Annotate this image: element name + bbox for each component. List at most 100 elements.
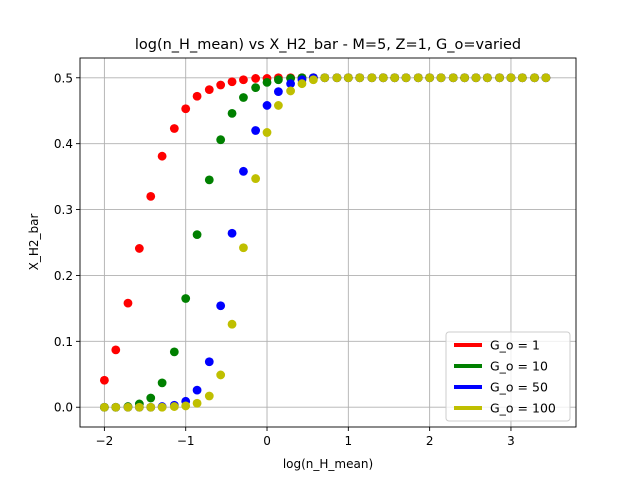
- data-point: [192, 91, 202, 101]
- y-axis-label: X_H2_bar: [27, 214, 41, 271]
- data-point: [239, 243, 248, 253]
- data-point: [390, 73, 400, 83]
- x-tick-label: 2: [426, 434, 434, 448]
- data-point: [157, 378, 167, 388]
- axis-ticks: −2 −1 0 1 2 3 0.0 0.1 0.2 0.3 0.4 0.5: [54, 71, 515, 448]
- data-point: [169, 402, 179, 411]
- data-point: [239, 166, 248, 176]
- data-point: [262, 101, 272, 110]
- data-point: [332, 73, 342, 83]
- chart-title: log(n_H_mean) vs X_H2_bar - M=5, Z=1, G_…: [135, 37, 521, 53]
- data-point: [436, 73, 446, 83]
- data-point: [181, 294, 191, 303]
- data-point: [541, 73, 551, 83]
- data-point: [460, 73, 470, 83]
- data-point: [111, 402, 121, 412]
- data-point: [192, 398, 202, 408]
- data-point: [99, 375, 109, 385]
- x-tick-label: 3: [507, 434, 515, 448]
- data-point: [251, 174, 261, 183]
- y-tick-label: 0.5: [54, 71, 73, 85]
- data-point: [251, 83, 261, 93]
- data-point: [204, 391, 214, 401]
- legend-entry: G_o = 50: [490, 380, 548, 395]
- legend-box: [445, 331, 571, 422]
- data-point: [425, 73, 435, 83]
- data-point: [262, 77, 272, 87]
- data-point: [448, 73, 458, 83]
- x-tick-label: −2: [96, 434, 114, 448]
- data-point: [530, 73, 539, 83]
- data-point: [157, 151, 167, 161]
- data-point: [204, 357, 214, 367]
- data-point: [506, 73, 516, 83]
- x-axis-label: log(n_H_mean): [283, 457, 373, 471]
- data-point: [227, 319, 237, 329]
- data-point: [181, 104, 191, 114]
- data-point: [192, 230, 202, 239]
- data-point: [123, 402, 133, 412]
- data-point: [134, 402, 144, 412]
- legend-entry: G_o = 1: [490, 338, 540, 353]
- x-tick-label: 0: [263, 434, 271, 448]
- legend: G_o = 1 G_o = 10 G_o = 50 G_o = 100: [445, 331, 571, 422]
- data-point: [204, 85, 214, 95]
- data-point: [251, 74, 261, 83]
- data-point: [181, 401, 191, 411]
- data-point: [517, 73, 527, 83]
- data-point: [401, 73, 411, 83]
- y-tick-label: 0.0: [54, 401, 73, 415]
- data-point: [274, 87, 283, 97]
- data-point: [216, 370, 226, 380]
- legend-entry: G_o = 10: [490, 359, 548, 374]
- data-point: [471, 73, 481, 83]
- data-point: [367, 73, 377, 83]
- plot-frame: [79, 57, 577, 428]
- y-tick-label: 0.3: [54, 203, 73, 217]
- data-point: [216, 301, 226, 311]
- data-point: [227, 228, 237, 238]
- data-point: [146, 191, 156, 201]
- data-point: [146, 393, 156, 403]
- data-point: [111, 345, 121, 355]
- data-point: [286, 79, 295, 89]
- y-tick-label: 0.4: [54, 137, 73, 151]
- data-point: [251, 126, 261, 135]
- data-point: [239, 93, 248, 102]
- data-point: [378, 73, 388, 83]
- data-point: [413, 73, 423, 83]
- data-point: [262, 128, 272, 137]
- x-tick-label: 1: [345, 434, 353, 448]
- x-tick-label: −1: [177, 434, 195, 448]
- legend-entry: G_o = 100: [490, 401, 556, 416]
- data-point: [157, 402, 167, 412]
- series-4: [99, 73, 551, 412]
- data-point: [227, 77, 237, 87]
- data-point: [99, 402, 109, 412]
- data-point: [274, 101, 283, 110]
- data-point: [169, 124, 179, 133]
- data-point: [123, 298, 133, 308]
- data-point: [216, 80, 226, 90]
- data-point: [239, 75, 248, 85]
- data-point: [286, 86, 295, 96]
- data-point: [355, 73, 365, 83]
- data-point: [204, 175, 214, 185]
- data-point: [134, 244, 144, 253]
- data-point: [227, 108, 237, 118]
- data-point: [482, 73, 492, 83]
- data-point: [169, 347, 179, 357]
- data-point: [192, 385, 202, 395]
- data-point: [320, 73, 330, 83]
- data-point: [495, 73, 504, 83]
- data-point: [308, 75, 318, 85]
- data-point: [343, 73, 353, 83]
- data-point: [216, 135, 226, 145]
- y-tick-label: 0.1: [54, 335, 73, 349]
- data-points: [99, 73, 551, 412]
- data-point: [297, 79, 307, 89]
- data-point: [274, 75, 283, 85]
- y-tick-label: 0.2: [54, 269, 73, 283]
- data-point: [146, 402, 156, 412]
